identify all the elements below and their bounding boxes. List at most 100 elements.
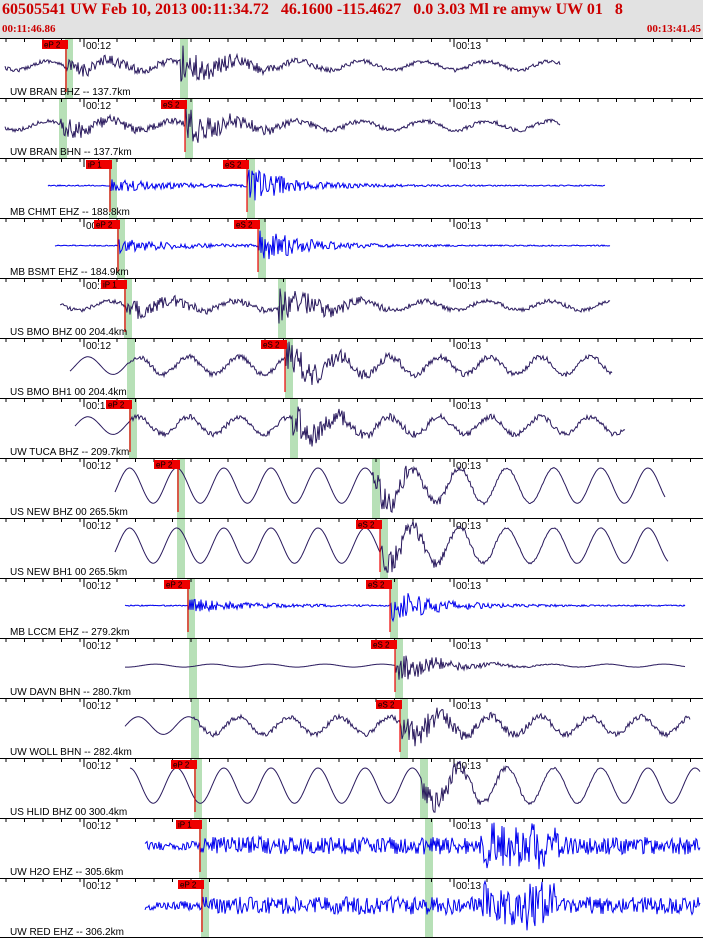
- trace-row[interactable]: 00:12 00:13 eS 2 UW DAVN BHN -- 280.7km: [0, 638, 703, 698]
- station-label: MB BSMT EHZ -- 184.9km: [10, 267, 129, 278]
- time-label: 00:12: [86, 761, 111, 772]
- time-label: 00:13: [456, 41, 481, 52]
- pick-window-highlight: [380, 518, 388, 578]
- pick-label: iP 1: [103, 281, 117, 290]
- trace-row[interactable]: 00:12 00:13 eS 2 UW WOLL BHN -- 282.4km: [0, 698, 703, 758]
- station-label: UW WOLL BHN -- 282.4km: [10, 747, 132, 758]
- pick-flag[interactable]: [223, 160, 249, 169]
- pick-window-highlight: [177, 518, 185, 578]
- pick-label: eS 2: [378, 701, 395, 710]
- time-label: 00:12: [86, 401, 111, 412]
- pick-label: eP 2: [180, 881, 197, 890]
- event-title: 60505541 UW Feb 10, 2013 00:11:34.72 46.…: [2, 1, 623, 18]
- time-label: 00:13: [456, 521, 481, 532]
- pick-window-highlight: [127, 338, 135, 398]
- pick-flag[interactable]: [161, 100, 187, 109]
- waveform-trace: [124, 707, 691, 747]
- time-label: 00:12: [86, 881, 111, 892]
- pick-flag[interactable]: [106, 400, 132, 409]
- pick-window-highlight: [390, 578, 398, 638]
- start-time: 00:11:46.86: [2, 23, 56, 35]
- trace-row[interactable]: 00:12 00:13 eP 2 UW TUCA BHZ -- 209.7km: [0, 398, 703, 458]
- pick-flag[interactable]: [371, 640, 397, 649]
- time-label: 00:13: [456, 821, 481, 832]
- trace-row[interactable]: 00:12 00:13 eP 2 eS 2 MB LCCM EHZ -- 279.2km: [0, 578, 703, 638]
- pick-window-highlight: [189, 638, 197, 698]
- end-time: 00:13:41.45: [646, 23, 701, 35]
- pick-label: eS 2: [263, 341, 280, 350]
- station-label: MB LCCM EHZ -- 279.2km: [10, 627, 129, 638]
- pick-window-highlight: [290, 398, 298, 458]
- pick-window-highlight: [400, 698, 408, 758]
- pick-flag[interactable]: [86, 160, 112, 169]
- pick-window-highlight: [65, 38, 73, 98]
- pick-window-highlight: [395, 638, 403, 698]
- time-label: 00:12: [86, 341, 111, 352]
- pick-flag[interactable]: [164, 580, 190, 589]
- time-label: 00:13: [456, 641, 481, 652]
- trace-row[interactable]: 00:12 00:13 eP 2 UW BRAN BHZ -- 137.7km: [0, 38, 703, 98]
- trace-row[interactable]: 00:12 00:13 eS 2 US BMO BH1 00 204.4km: [0, 338, 703, 398]
- pick-flag[interactable]: [356, 520, 382, 529]
- time-label: 00:13: [456, 161, 481, 172]
- pick-label: eP 2: [44, 41, 61, 50]
- pick-label: eP 2: [166, 581, 183, 590]
- pick-window-highlight: [278, 278, 286, 338]
- trace-row[interactable]: 00:12 00:13 eS 2 UW BRAN BHN -- 137.7km: [0, 98, 703, 158]
- pick-label: eS 2: [163, 101, 180, 110]
- waveform-trace: [59, 288, 611, 324]
- trace-row[interactable]: 00:12 00:13 eP 2 US HLID BHZ 00 300.4km: [0, 758, 703, 818]
- pick-flag[interactable]: [171, 760, 197, 769]
- pick-flag[interactable]: [101, 280, 127, 289]
- trace-row[interactable]: 00:12 00:13 eS 2 US NEW BH1 00 265.5km: [0, 518, 703, 578]
- time-label: 00:12: [86, 461, 111, 472]
- station-label: UW BRAN BHN -- 137.7km: [10, 147, 132, 158]
- station-label: US BMO BHZ 00 204.4km: [10, 327, 127, 338]
- time-label: 00:13: [456, 461, 481, 472]
- trace-row[interactable]: 00:12 00:13 eP 2 UW RED EHZ -- 306.2km: [0, 878, 703, 938]
- pick-flag[interactable]: [376, 700, 402, 709]
- pick-flag[interactable]: [42, 40, 68, 49]
- pick-window-highlight: [258, 218, 266, 278]
- waveform-trace: [144, 879, 701, 931]
- pick-label: eS 2: [358, 521, 375, 530]
- pick-label: iP 1: [88, 161, 102, 170]
- pick-window-highlight: [425, 878, 433, 938]
- pick-window-highlight: [177, 458, 185, 518]
- pick-flag[interactable]: [176, 820, 202, 829]
- time-label: 00:12: [86, 101, 111, 112]
- pick-flag[interactable]: [154, 460, 180, 469]
- pick-flag[interactable]: [366, 580, 392, 589]
- trace-row[interactable]: 00:12 00:13 eP 2 US NEW BHZ 00 265.5km: [0, 458, 703, 518]
- time-label: 00:12: [86, 641, 111, 652]
- waveform-trace: [54, 230, 611, 260]
- pick-window-highlight: [129, 398, 137, 458]
- waveform-trace: [124, 593, 686, 623]
- waveform-trace: [114, 465, 666, 513]
- time-label: 00:12: [86, 281, 111, 292]
- pick-flag[interactable]: [234, 220, 260, 229]
- pick-window-highlight: [199, 818, 207, 878]
- station-label: US NEW BHZ 00 265.5km: [10, 507, 128, 518]
- time-label: 00:12: [86, 581, 111, 592]
- trace-row[interactable]: 00:12 00:13 iP 1 US BMO BHZ 00 204.4km: [0, 278, 703, 338]
- time-label: 00:13: [456, 281, 481, 292]
- pick-flag[interactable]: [94, 220, 120, 229]
- time-label: 00:13: [456, 881, 481, 892]
- trace-row[interactable]: 00:12 00:13 iP 1 UW H2O EHZ -- 305.6km: [0, 818, 703, 878]
- time-label: 00:12: [86, 821, 111, 832]
- pick-window-highlight: [194, 758, 202, 818]
- pick-flag[interactable]: [178, 880, 204, 889]
- pick-flag[interactable]: [261, 340, 287, 349]
- station-label: US BMO BH1 00 204.4km: [10, 387, 127, 398]
- station-label: MB CHMT EHZ -- 188.8km: [10, 207, 130, 218]
- time-label: 00:13: [456, 701, 481, 712]
- waveform-trace: [69, 341, 613, 386]
- pick-window-highlight: [185, 98, 193, 158]
- station-label: UW RED EHZ -- 306.2km: [10, 927, 124, 938]
- time-label: 00:12: [86, 701, 111, 712]
- station-label: US NEW BH1 00 265.5km: [10, 567, 127, 578]
